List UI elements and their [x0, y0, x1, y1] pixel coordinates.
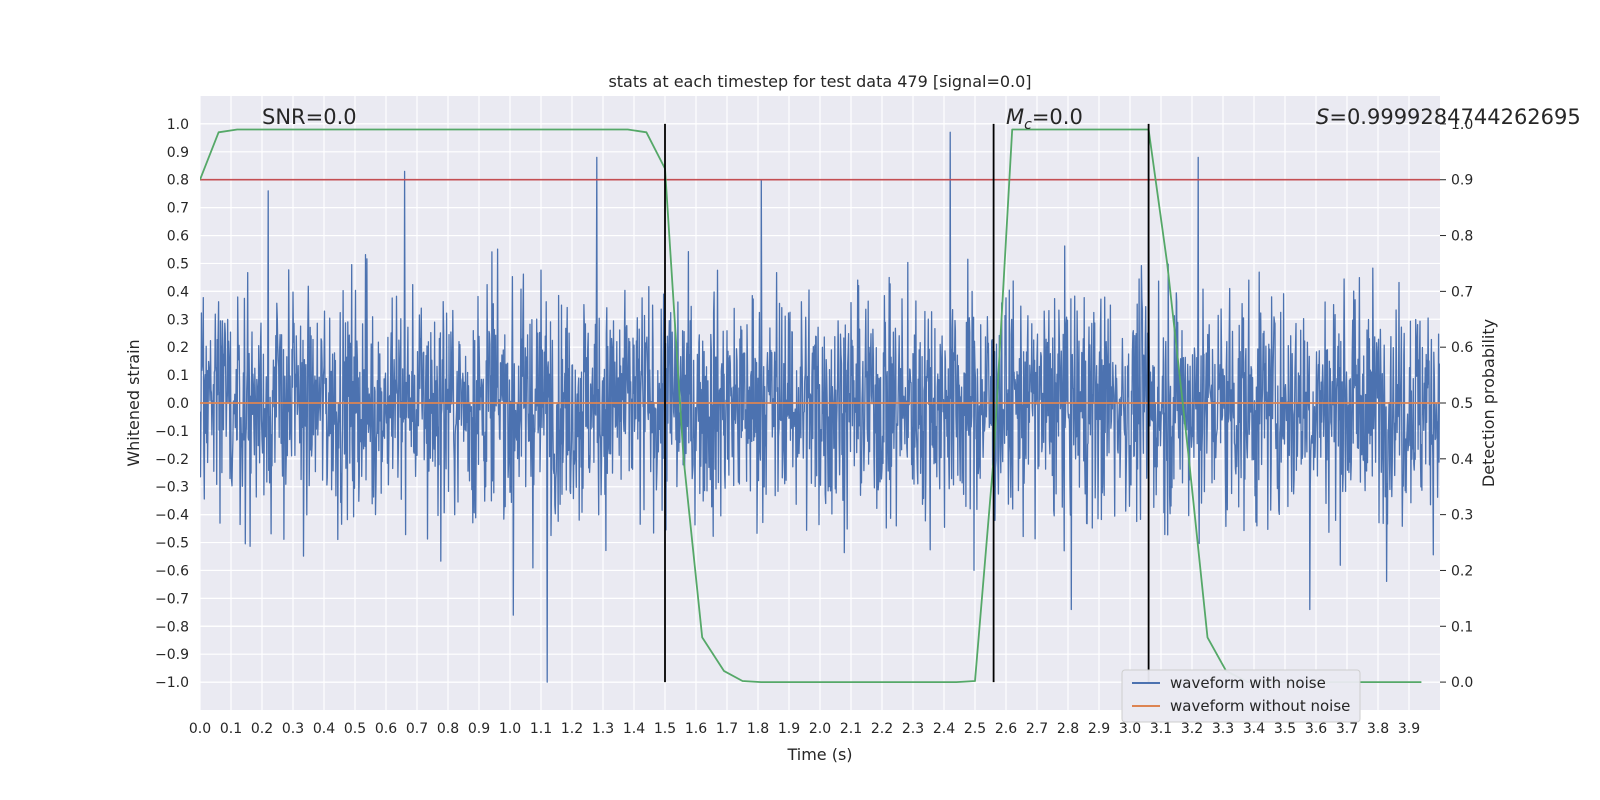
x-tick-label: 2.6: [995, 721, 1017, 737]
score-annotation: S=0.9999284744262695: [1316, 105, 1581, 129]
x-tick-label: 1.3: [592, 721, 614, 737]
x-tick-label: 1.9: [778, 721, 800, 737]
y-tick-label: −0.5: [155, 536, 189, 552]
y-tick-label: 0.0: [167, 396, 189, 412]
x-tick-label: 0.8: [437, 721, 459, 737]
y-tick-label: −0.6: [155, 563, 189, 579]
y2-tick-label: 0.1: [1451, 619, 1473, 635]
y-tick-label: −0.9: [155, 647, 189, 663]
y-tick-label: 0.4: [167, 284, 189, 300]
x-tick-label: 2.3: [902, 721, 924, 737]
x-tick-label: 1.0: [499, 721, 521, 737]
x-tick-label: 3.6: [1305, 721, 1327, 737]
y-tick-label: −1.0: [155, 675, 189, 691]
y2-tick-label: 0.8: [1451, 229, 1473, 245]
x-tick-label: 0.4: [313, 721, 335, 737]
y2-tick-label: 0.9: [1451, 173, 1473, 189]
x-tick-label: 3.3: [1212, 721, 1234, 737]
y2-tick-label: 0.6: [1451, 340, 1473, 356]
legend-label-noise: waveform with noise: [1170, 674, 1326, 692]
x-tick-label: 1.6: [685, 721, 707, 737]
chirp-mass-annotation: Mc=0.0: [1006, 105, 1083, 133]
x-tick-label: 3.1: [1150, 721, 1172, 737]
x-tick-label: 2.0: [809, 721, 831, 737]
x-tick-label: 1.5: [654, 721, 676, 737]
x-tick-label: 3.4: [1243, 721, 1265, 737]
series-waveform-with-noise: [200, 131, 1440, 683]
x-tick-label: 2.5: [964, 721, 986, 737]
y2-tick-label: 0.3: [1451, 508, 1473, 524]
y2-tick-label: 0.7: [1451, 284, 1473, 300]
x-tick-label: 3.2: [1181, 721, 1203, 737]
x-tick-label: 3.9: [1398, 721, 1420, 737]
series-detection-probability: [200, 128, 1422, 683]
legend: waveform with noise waveform without noi…: [1121, 669, 1361, 723]
x-tick-label: 1.4: [623, 721, 645, 737]
x-tick-label: 0.3: [282, 721, 304, 737]
y-tick-label: −0.1: [155, 424, 189, 440]
x-tick-label: 0.6: [375, 721, 397, 737]
x-tick-label: 3.0: [1119, 721, 1141, 737]
y2-tick-label: 0.0: [1451, 675, 1473, 691]
x-tick-label: 0.1: [220, 721, 242, 737]
x-tick-label: 2.2: [871, 721, 893, 737]
x-tick-label: 1.8: [747, 721, 769, 737]
y-tick-label: 1.0: [167, 117, 189, 133]
y-tick-label: −0.2: [155, 452, 189, 468]
x-tick-label: 3.7: [1336, 721, 1358, 737]
y2-tick-label: 0.4: [1451, 452, 1473, 468]
y2-tick-label: 0.5: [1451, 396, 1473, 412]
y2-tick-label: 1.0: [1451, 117, 1473, 133]
y-tick-label: 0.5: [167, 256, 189, 272]
chirp-mass-subscript: c: [1024, 117, 1032, 133]
y-tick-label: 0.7: [167, 201, 189, 217]
x-tick-label: 1.1: [530, 721, 552, 737]
y-tick-label: −0.4: [155, 508, 189, 524]
legend-box: [1121, 669, 1361, 723]
y2-tick-label: 0.2: [1451, 563, 1473, 579]
x-tick-label: 2.1: [840, 721, 862, 737]
x-tick-label: 0.2: [251, 721, 273, 737]
x-tick-label: 2.7: [1026, 721, 1048, 737]
x-tick-label: 2.4: [933, 721, 955, 737]
y2-axis-label: Detection probability: [1479, 319, 1498, 487]
data-layer: [200, 123, 1440, 683]
y-tick-label: 0.3: [167, 312, 189, 328]
axes: 0.0 0.1 0.2 0.3 0.4 0.5 0.6 0.7 0.8 0.9 1.0 1.1 1.2 1…: [155, 117, 1473, 737]
y-tick-label: 0.2: [167, 340, 189, 356]
x-tick-label: 0.0: [189, 721, 211, 737]
x-tick-label: 3.5: [1274, 721, 1296, 737]
score-value: =0.9999284744262695: [1329, 105, 1580, 129]
y-tick-label: −0.3: [155, 480, 189, 496]
chirp-mass-value: =0.0: [1032, 105, 1083, 129]
x-tick-label: 0.7: [406, 721, 428, 737]
snr-annotation: SNR=0.0: [262, 105, 357, 129]
x-tick-label: 0.9: [468, 721, 490, 737]
chart-title: stats at each timestep for test data 479…: [608, 72, 1031, 91]
x-tick-label: 2.8: [1057, 721, 1079, 737]
y-axis-label: Whitened strain: [124, 339, 143, 466]
legend-label-clean: waveform without noise: [1170, 697, 1350, 715]
chirp-mass-symbol: M: [1006, 105, 1024, 129]
y-tick-label: −0.8: [155, 619, 189, 635]
y-tick-label: 0.8: [167, 173, 189, 189]
y-tick-label: 0.9: [167, 145, 189, 161]
y-tick-label: 0.6: [167, 229, 189, 245]
x-axis-label: Time (s): [786, 745, 852, 764]
y-tick-label: 0.1: [167, 368, 189, 384]
x-tick-label: 3.8: [1367, 721, 1389, 737]
x-tick-label: 2.9: [1088, 721, 1110, 737]
x-tick-label: 1.7: [716, 721, 738, 737]
score-symbol: S: [1316, 105, 1329, 129]
y-tick-label: −0.7: [155, 591, 189, 607]
x-tick-label: 0.5: [344, 721, 366, 737]
x-tick-label: 1.2: [561, 721, 583, 737]
